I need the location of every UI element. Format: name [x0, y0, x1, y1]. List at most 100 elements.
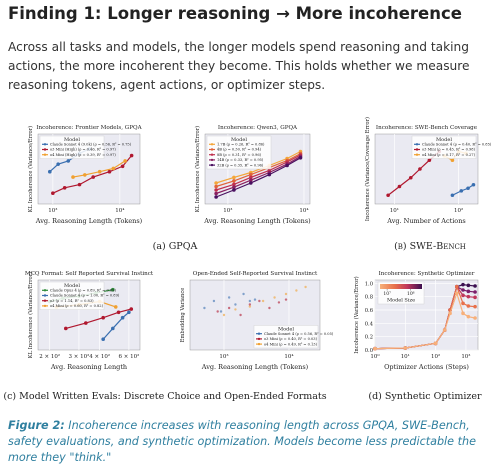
legend-entry: o3 Mini (ρ = 0.45, R² = 0.98) — [422, 148, 476, 152]
data-point — [455, 284, 459, 289]
y-axis-label: Embedding Variance — [180, 288, 186, 343]
data-point — [129, 153, 134, 158]
legend-marker — [415, 153, 419, 156]
colorbar-tick-label: 10⁷ — [383, 291, 391, 297]
legend-entry: o4 Mini (ρ = 0.17, R² = 0.27) — [422, 153, 476, 157]
legend-title: Model — [64, 283, 80, 289]
data-point — [216, 310, 219, 313]
legend-entry: o4 Mini (ρ = 0.49, R² = 0.13) — [264, 342, 318, 346]
legend-box — [411, 135, 477, 159]
data-point — [248, 305, 252, 308]
colorbar-tick-label: 10⁸ — [407, 291, 415, 297]
data-point — [397, 184, 402, 189]
chart-title: Open-Ended Self-Reported Survival Instin… — [193, 271, 318, 277]
x-tick-label: 10³ — [461, 353, 470, 360]
x-tick-label: 10¹ — [390, 207, 399, 214]
legend-marker — [43, 304, 47, 308]
data-point — [51, 191, 55, 196]
x-axis-label: Avg. Reasoning Length (Tokens) — [35, 217, 143, 225]
data-point — [418, 167, 422, 171]
data-point — [71, 175, 75, 179]
chart-title: Incoherence: SWE-Bench Coverage — [376, 125, 478, 131]
data-point — [111, 287, 115, 292]
data-point — [120, 315, 125, 320]
data-point — [285, 163, 289, 168]
data-point — [304, 285, 307, 289]
data-point — [242, 292, 245, 296]
chart-title: Incoherence: Synthetic Optimizer — [379, 271, 475, 277]
legend-marker — [257, 342, 261, 346]
data-point — [232, 175, 236, 180]
legend-title: Model — [436, 137, 452, 143]
data-point — [386, 193, 390, 198]
legend-marker — [210, 158, 214, 162]
data-point — [473, 284, 477, 288]
data-point — [214, 188, 218, 192]
data-point — [249, 181, 253, 185]
legend-marker — [257, 337, 261, 341]
colorbar — [380, 284, 422, 289]
legend-box — [39, 135, 105, 159]
panel-caption: (d) Synthetic Optimizer — [368, 391, 482, 402]
heading: Finding 1: Longer reasoning → More incoh… — [8, 4, 462, 23]
data-point — [473, 295, 477, 300]
data-point — [450, 193, 455, 198]
legend-title: Model — [64, 137, 80, 143]
data-point — [129, 307, 134, 311]
data-point — [113, 305, 118, 309]
x-tick-label: 6 × 10² — [118, 353, 139, 360]
data-point — [227, 296, 231, 299]
legend-entry: 4B (ρ = 0.30, R² = 0.94) — [217, 148, 262, 152]
data-point — [403, 346, 408, 350]
data-point — [62, 186, 67, 190]
x-axis-label: Avg. Reasoning Length (Tokens) — [201, 363, 309, 371]
data-point — [214, 195, 218, 199]
legend-marker — [43, 143, 47, 146]
data-point — [248, 303, 252, 306]
series-line — [102, 311, 130, 340]
data-point — [373, 346, 377, 351]
y-axis-label: KL Incoherence (Variance/Error) — [194, 126, 201, 212]
x-tick-label: 3 × 10² — [69, 353, 90, 360]
data-point — [408, 175, 413, 180]
legend-marker — [43, 153, 47, 156]
data-point — [77, 182, 82, 187]
y-tick-label: 0.4 — [365, 321, 374, 327]
data-point — [101, 315, 105, 320]
legend-marker — [415, 143, 419, 146]
data-point — [227, 306, 231, 310]
data-point — [84, 321, 88, 325]
data-point — [466, 314, 471, 319]
colorbar-label: Model Size — [387, 298, 415, 304]
legend-entry: 14B (ρ = 0.33, R² = 0.95) — [217, 158, 264, 162]
x-axis-label: Avg. Reasoning Length — [50, 363, 127, 371]
data-point — [232, 182, 236, 187]
data-point — [239, 313, 242, 317]
data-point — [214, 184, 218, 189]
data-point — [277, 301, 281, 304]
legend-marker — [210, 163, 214, 167]
y-tick-label: 1.0 — [365, 281, 373, 287]
data-point — [214, 181, 218, 185]
legend-entry: o3 (ρ = 1.14, R² = 0.83) — [50, 299, 94, 303]
data-point — [284, 298, 288, 301]
figure: (a) GPQA (b) SWE-Bench (c) Model Written E… — [3, 117, 491, 402]
series-line — [215, 155, 301, 195]
legend-box — [253, 325, 319, 349]
data-point — [284, 292, 288, 296]
data-point — [127, 310, 131, 315]
legend-marker — [210, 153, 214, 156]
x-tick-label: 10³ — [219, 353, 228, 360]
data-point — [203, 306, 206, 310]
data-point — [111, 326, 115, 331]
legend-marker — [43, 289, 47, 292]
x-tick-label: 10⁴ — [284, 353, 294, 360]
legend-marker — [210, 148, 214, 151]
data-point — [466, 289, 471, 294]
data-point — [234, 308, 237, 311]
data-point — [56, 162, 60, 166]
y-axis-label: Incoherence (Variance/Error) — [353, 276, 360, 353]
legend-entry: o4 Mini (ρ = 0.60, R² = 0.82) — [50, 304, 104, 308]
data-point — [249, 175, 253, 180]
data-point — [461, 288, 465, 292]
